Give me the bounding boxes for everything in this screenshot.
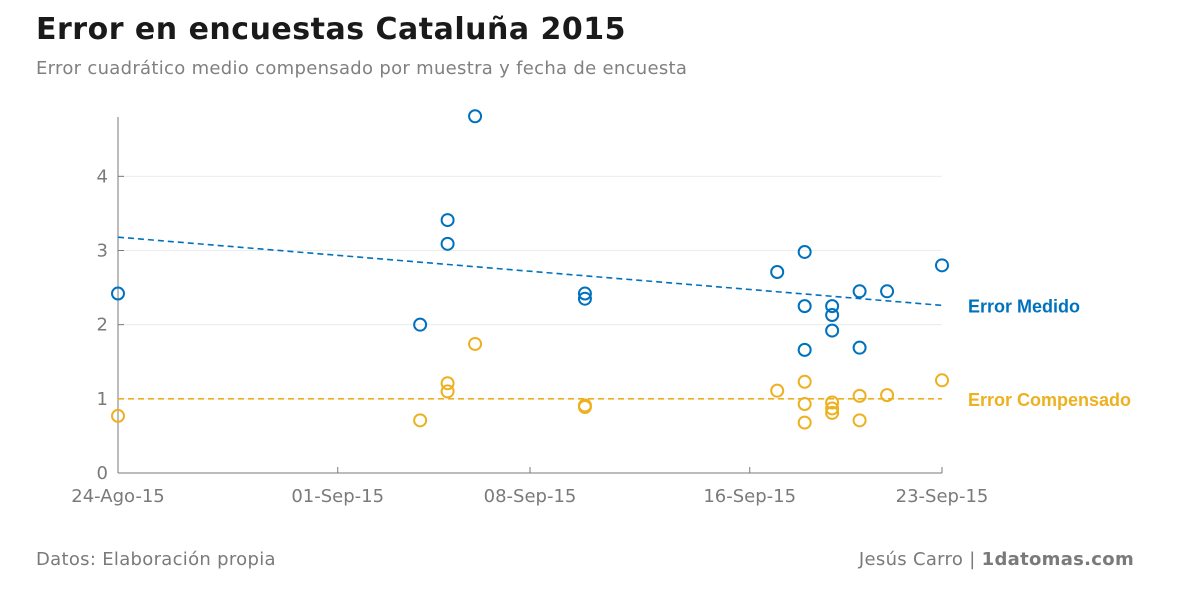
point-error-medido — [413, 317, 428, 332]
point-error-compensado — [413, 413, 428, 428]
point-error-compensado — [880, 388, 895, 403]
point-error-medido — [577, 291, 592, 306]
x-tick-label: 08-Sep-15 — [484, 486, 577, 507]
point-error-medido — [111, 286, 125, 301]
author: Jesús Carro — [858, 549, 964, 570]
trend-line-medido — [117, 236, 943, 307]
point-error-compensado — [468, 336, 483, 351]
point-error-medido — [468, 109, 483, 124]
point-error-medido — [440, 236, 455, 251]
point-error-compensado — [852, 413, 867, 428]
point-error-medido — [825, 308, 840, 323]
point-error-compensado — [440, 376, 455, 391]
point-error-medido — [852, 340, 867, 355]
x-tick-label: 24-Ago-15 — [71, 486, 165, 507]
point-error-medido — [770, 265, 785, 280]
y-tick-label: 0 — [97, 463, 108, 484]
x-tick-label: 23-Sep-15 — [896, 486, 989, 507]
point-error-medido — [880, 284, 895, 299]
y-tick-label: 3 — [97, 241, 108, 262]
y-tick-label: 4 — [97, 166, 108, 187]
point-error-compensado — [797, 415, 812, 430]
point-error-compensado — [797, 397, 812, 412]
point-error-medido — [852, 284, 867, 299]
data-points — [111, 109, 949, 430]
point-error-compensado — [111, 408, 125, 423]
point-error-compensado — [935, 373, 949, 388]
point-error-medido — [825, 323, 840, 338]
point-error-compensado — [577, 399, 592, 414]
y-tick-label: 1 — [97, 389, 108, 410]
series-label-medido: Error Medido — [968, 296, 1080, 316]
point-error-medido — [825, 299, 840, 314]
site-link[interactable]: 1datomas.com — [981, 549, 1134, 570]
trend-lines — [117, 236, 943, 400]
point-error-medido — [797, 342, 812, 357]
x-tick-label: 16-Sep-15 — [703, 486, 796, 507]
point-error-medido — [797, 244, 812, 259]
point-error-medido — [797, 299, 812, 314]
point-error-compensado — [852, 388, 867, 403]
point-error-compensado — [770, 383, 785, 398]
series-labels: Error Medido Error Compensado — [968, 296, 1131, 409]
credits: Jesús Carro | 1datomas.com — [859, 549, 1134, 570]
data-source: Datos: Elaboración propia — [36, 549, 276, 570]
series-label-compensado: Error Compensado — [968, 390, 1131, 410]
point-error-compensado — [825, 405, 840, 420]
point-error-compensado — [440, 384, 455, 399]
x-tick-label: 01-Sep-15 — [291, 486, 384, 507]
y-tick-label: 2 — [97, 315, 108, 336]
chart-subtitle: Error cuadrático medio compensado por mu… — [36, 58, 688, 79]
point-error-compensado — [825, 395, 840, 410]
chart-title: Error en encuestas Cataluña 2015 — [36, 12, 627, 47]
grid-lines — [118, 175, 942, 400]
point-error-medido — [935, 258, 949, 273]
point-error-medido — [440, 213, 455, 228]
credits-separator: | — [969, 549, 976, 570]
axes: 0 1 2 3 4 24-Ago-15 01-Sep-15 08-Sep-15 16-Sep-1… — [71, 117, 988, 507]
point-error-compensado — [797, 374, 812, 389]
point-error-compensado — [825, 401, 840, 416]
point-error-medido — [577, 286, 592, 301]
